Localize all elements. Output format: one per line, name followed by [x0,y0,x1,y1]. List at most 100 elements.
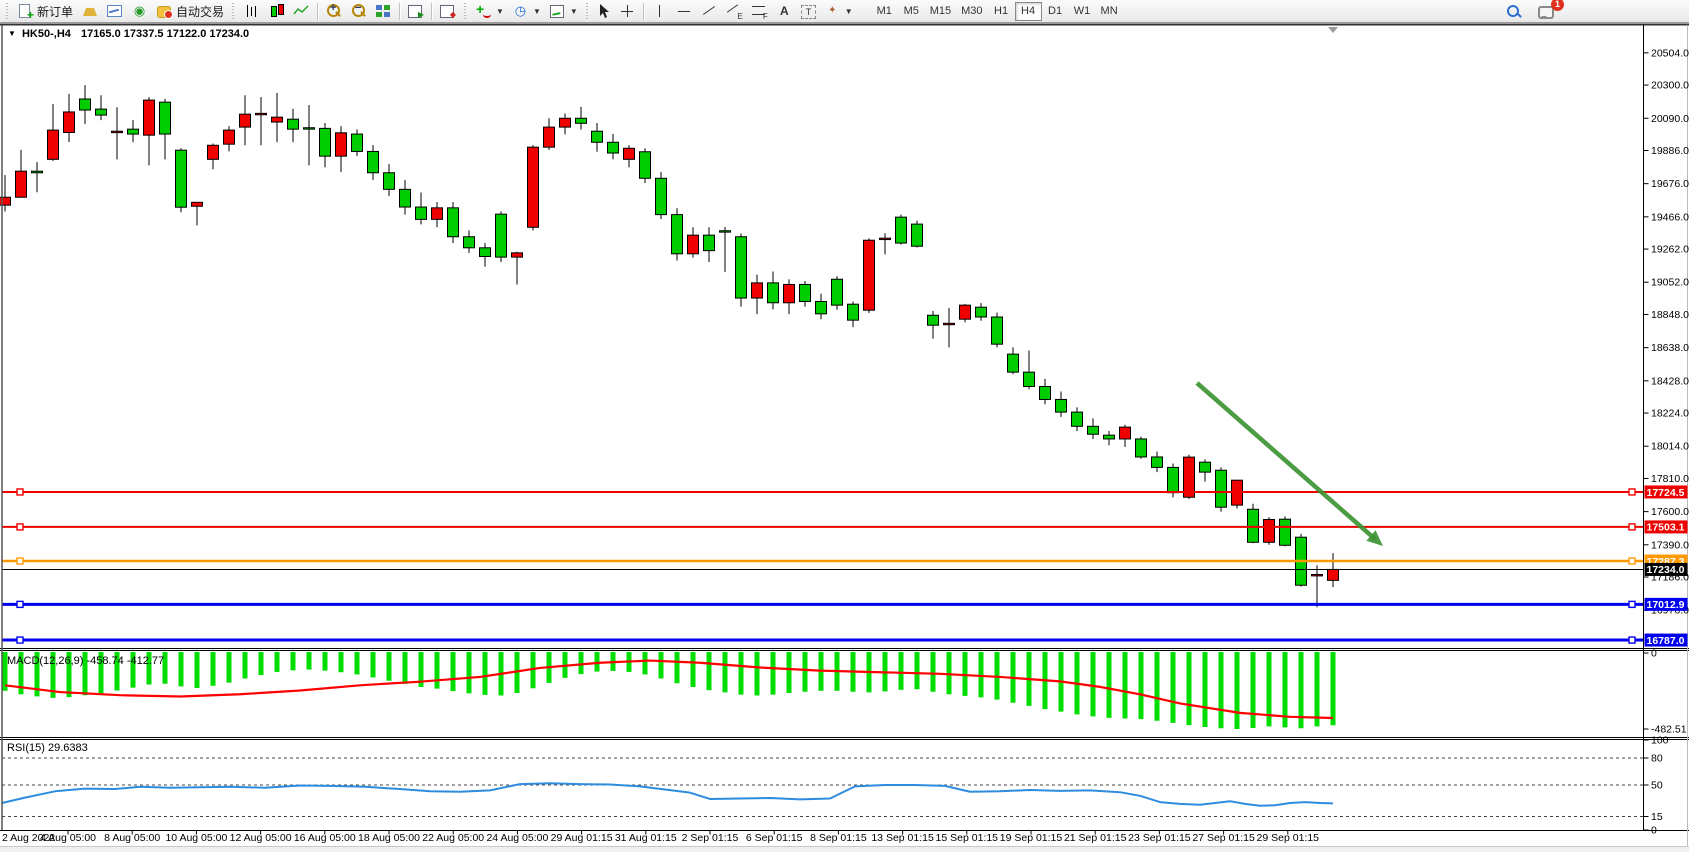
line-handle[interactable] [1628,636,1636,644]
chart-canvas[interactable]: 20504.0 20300.0 20090.0 19886.0 19676.0 19466… [0,23,1689,852]
toolbar-grip[interactable] [463,3,469,19]
time-tick-label: 12 Aug 05:00 [230,832,292,844]
macd-axis-label: -482.51 [1651,723,1687,735]
crosshair-icon [618,3,636,19]
chart-shift-button[interactable] [435,1,460,22]
bar-chart-button[interactable] [239,1,264,22]
search-button[interactable] [1501,1,1526,22]
template-icon [549,3,566,19]
auto-scroll-icon [407,3,424,19]
time-tick-label: 31 Aug 01:15 [615,832,677,844]
line-handle[interactable] [1628,488,1636,496]
trendline-button[interactable] [697,1,722,22]
new-order-icon [17,3,34,22]
toolbar-separator [317,2,319,20]
toolbar-grip[interactable] [231,3,237,19]
tab-timeframe-mn[interactable]: MN [1096,2,1123,21]
svg-text:17012.9: 17012.9 [1647,599,1685,611]
price-tick-label: 18848.0 [1651,309,1689,321]
time-tick-label: 19 Sep 01:15 [1000,832,1063,844]
line-handle[interactable] [16,488,24,496]
chat-bubble-icon [1538,3,1555,19]
tab-timeframe-h1[interactable]: H1 [988,2,1015,21]
price-tick-label: 20300.0 [1651,80,1689,92]
candlestick-chart-button[interactable] [264,1,289,22]
cursor-button[interactable] [593,1,615,22]
line-handle[interactable] [16,523,24,531]
line-handle[interactable] [1628,557,1636,565]
price-tick-label: 20090.0 [1651,113,1689,125]
shapes-button[interactable]: ✦ ▼ [820,1,857,22]
line-handle[interactable] [1628,600,1636,609]
auto-scroll-button[interactable] [403,1,428,22]
trend-arrow[interactable] [1195,381,1383,546]
toolbar-grip[interactable] [5,3,10,19]
zoom-in-icon [325,2,342,19]
line-handle[interactable] [16,636,24,644]
trendline-icon [701,3,718,19]
tab-timeframe-h4[interactable]: H4 [1014,1,1042,21]
toolbar-separator [399,2,401,20]
price-tick-label: 20504.0 [1651,47,1689,59]
price-tick-label: 19262.0 [1651,244,1689,256]
time-tick-label: 8 Sep 01:15 [810,832,867,844]
chart-window-button[interactable] [102,1,127,22]
text-button[interactable]: A [772,1,797,22]
horizontal-line-button[interactable] [672,1,697,22]
fibonacci-button[interactable] [747,1,772,22]
line-chart-button[interactable] [289,1,314,22]
rsi-axis-label: 50 [1651,780,1663,792]
rsi-axis-label: 15 [1651,811,1663,823]
line-handle[interactable] [16,557,24,565]
price-tick-label: 18428.0 [1651,375,1689,387]
price-tick-label: 19052.0 [1651,277,1689,289]
horizontal-lines-layer[interactable] [2,488,1643,644]
tab-timeframe-m30[interactable]: M30 [956,2,987,21]
chart-shift-marker [1328,27,1338,33]
zoom-out-button[interactable] [346,1,371,22]
tab-timeframe-m1[interactable]: M1 [871,2,898,21]
time-tick-label: 27 Sep 01:15 [1192,832,1255,844]
candles-layer [0,85,1339,608]
auto-trading-button[interactable]: 自动交易 [152,1,228,22]
line-handle[interactable] [1628,523,1636,531]
tab-timeframe-w1[interactable]: W1 [1069,2,1096,21]
timeframe-toolbar: M1 M5 M15 M30 H1 H4 D1 W1 MN [871,1,1123,21]
tile-windows-button[interactable] [371,1,396,22]
macd-indicator-label: MACD(12,26,9) -458.74 -412.77 [7,655,165,667]
equidistant-channel-icon [726,3,743,21]
gold-ingot-button[interactable] [77,1,102,22]
periods-button[interactable]: ◷ ▼ [508,1,545,22]
new-order-button[interactable]: 新订单 [13,1,77,22]
shapes-icon: ✦ [828,5,837,16]
channel-button[interactable] [722,1,747,22]
price-tick-label: 19676.0 [1651,178,1689,190]
price-tick-label: 17600.0 [1651,506,1689,518]
text-label-button[interactable] [797,1,820,22]
tab-timeframe-d1[interactable]: D1 [1042,2,1069,21]
zoom-in-button[interactable] [321,1,346,22]
horizontal-line-icon [675,3,693,19]
toolbar-grip[interactable] [584,3,590,19]
text-label-icon [800,4,816,19]
auto-trading-label: 自动交易 [176,4,225,19]
crosshair-button[interactable] [615,1,640,22]
line-handle[interactable] [16,600,24,609]
tab-timeframe-m5[interactable]: M5 [898,2,925,21]
svg-text:17234.0: 17234.0 [1647,564,1685,576]
templates-button[interactable]: ▼ [545,1,582,22]
toolbar-separator [642,2,644,20]
symbol-dropdown-icon[interactable]: ▼ [8,29,16,38]
time-tick-label: 29 Aug 01:15 [551,832,613,844]
chart-title[interactable]: ▼ HK50-,H4 17165.0 17337.5 17122.0 17234… [8,28,249,40]
chat-button[interactable]: 1 [1534,0,1564,22]
vertical-line-button[interactable] [647,1,672,22]
indicators-button[interactable]: ▼ [471,1,508,22]
fibonacci-icon [751,3,768,21]
broadcast-button[interactable]: ◉ [127,1,152,22]
chart-symbol-period: HK50-,H4 [21,28,71,40]
svg-text:17724.5: 17724.5 [1647,487,1685,499]
tab-timeframe-m15[interactable]: M15 [925,2,956,21]
time-tick-label: 24 Aug 05:00 [486,832,548,844]
